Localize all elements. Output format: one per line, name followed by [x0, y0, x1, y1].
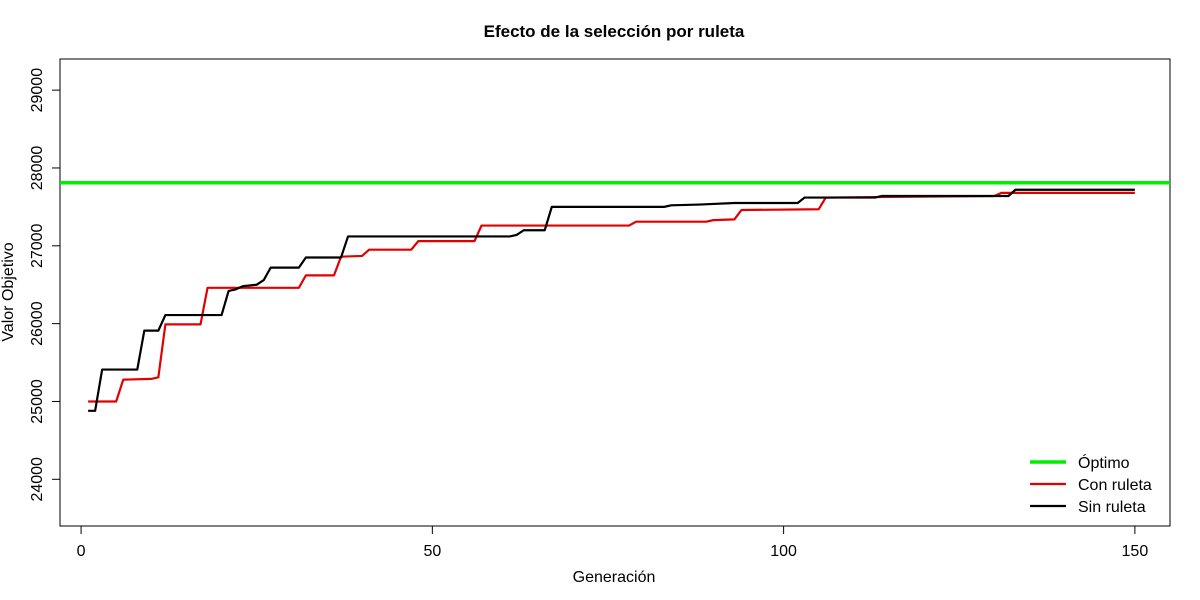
- x-tick-label: 50: [423, 543, 441, 560]
- series-layer: [60, 181, 1170, 412]
- chart-title: Efecto de la selección por ruleta: [484, 22, 745, 41]
- x-tick-label: 100: [770, 543, 797, 560]
- series-line-con-ruleta: [88, 191, 1135, 403]
- x-axis-label: Generación: [573, 569, 656, 586]
- y-tick-label: 28000: [29, 146, 46, 191]
- legend: Óptimo Con ruleta Sin ruleta: [1030, 453, 1152, 516]
- x-tick-label: 0: [77, 543, 86, 560]
- y-tick-label: 27000: [29, 223, 46, 268]
- legend-label: Con ruleta: [1078, 477, 1152, 494]
- series-line-sin-ruleta: [88, 188, 1135, 412]
- y-tick-label: 26000: [29, 301, 46, 346]
- x-axis: 0 50 100 150: [77, 525, 1149, 560]
- legend-label: Óptimo: [1078, 453, 1130, 472]
- y-tick-label: 24000: [29, 457, 46, 502]
- legend-label: Sin ruleta: [1078, 499, 1146, 516]
- y-tick-label: 25000: [29, 379, 46, 424]
- x-tick-label: 150: [1122, 543, 1149, 560]
- y-tick-label: 29000: [29, 68, 46, 113]
- y-axis: 24000 25000 26000 27000 28000 29000: [29, 68, 61, 502]
- y-axis-label: Valor Objetivo: [0, 242, 17, 341]
- plot-frame: [59, 58, 1171, 527]
